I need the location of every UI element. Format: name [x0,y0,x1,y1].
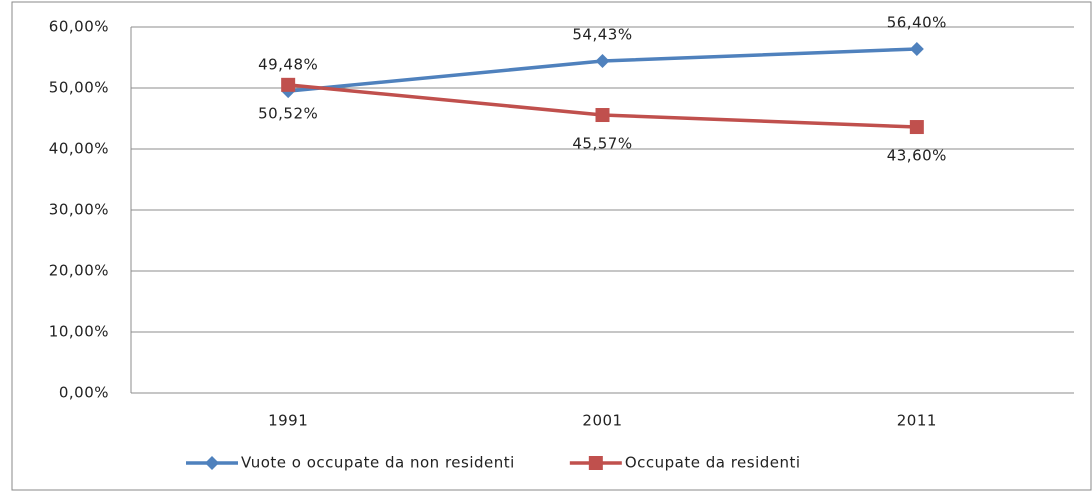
y-tick-label: 20,00% [49,262,109,280]
legend-label: Occupate da residenti [625,454,801,472]
x-tick-label: 2011 [897,412,937,430]
data-point [909,41,924,56]
legend-marker [588,456,603,470]
legend-label: Vuote o occupate da non residenti [241,454,515,472]
data-point [595,53,610,68]
x-tick-label: 1991 [268,412,308,430]
y-tick-label: 10,00% [49,323,109,341]
value-label: 45,57% [572,135,632,153]
legend-marker [205,456,219,470]
data-point [909,120,924,135]
value-label: 50,52% [258,104,318,122]
data-point [281,77,296,92]
value-label: 49,48% [258,56,318,74]
value-label: 56,40% [887,13,947,31]
y-tick-label: 40,00% [49,140,109,158]
x-tick-label: 2001 [582,412,622,430]
y-tick-label: 0,00% [59,384,109,402]
data-point [595,108,610,123]
y-tick-label: 50,00% [49,79,109,97]
value-label: 54,43% [572,25,632,43]
chart-frame [11,1,1092,491]
y-tick-label: 60,00% [49,18,109,36]
y-tick-label: 30,00% [49,201,109,219]
value-label: 43,60% [887,147,947,165]
